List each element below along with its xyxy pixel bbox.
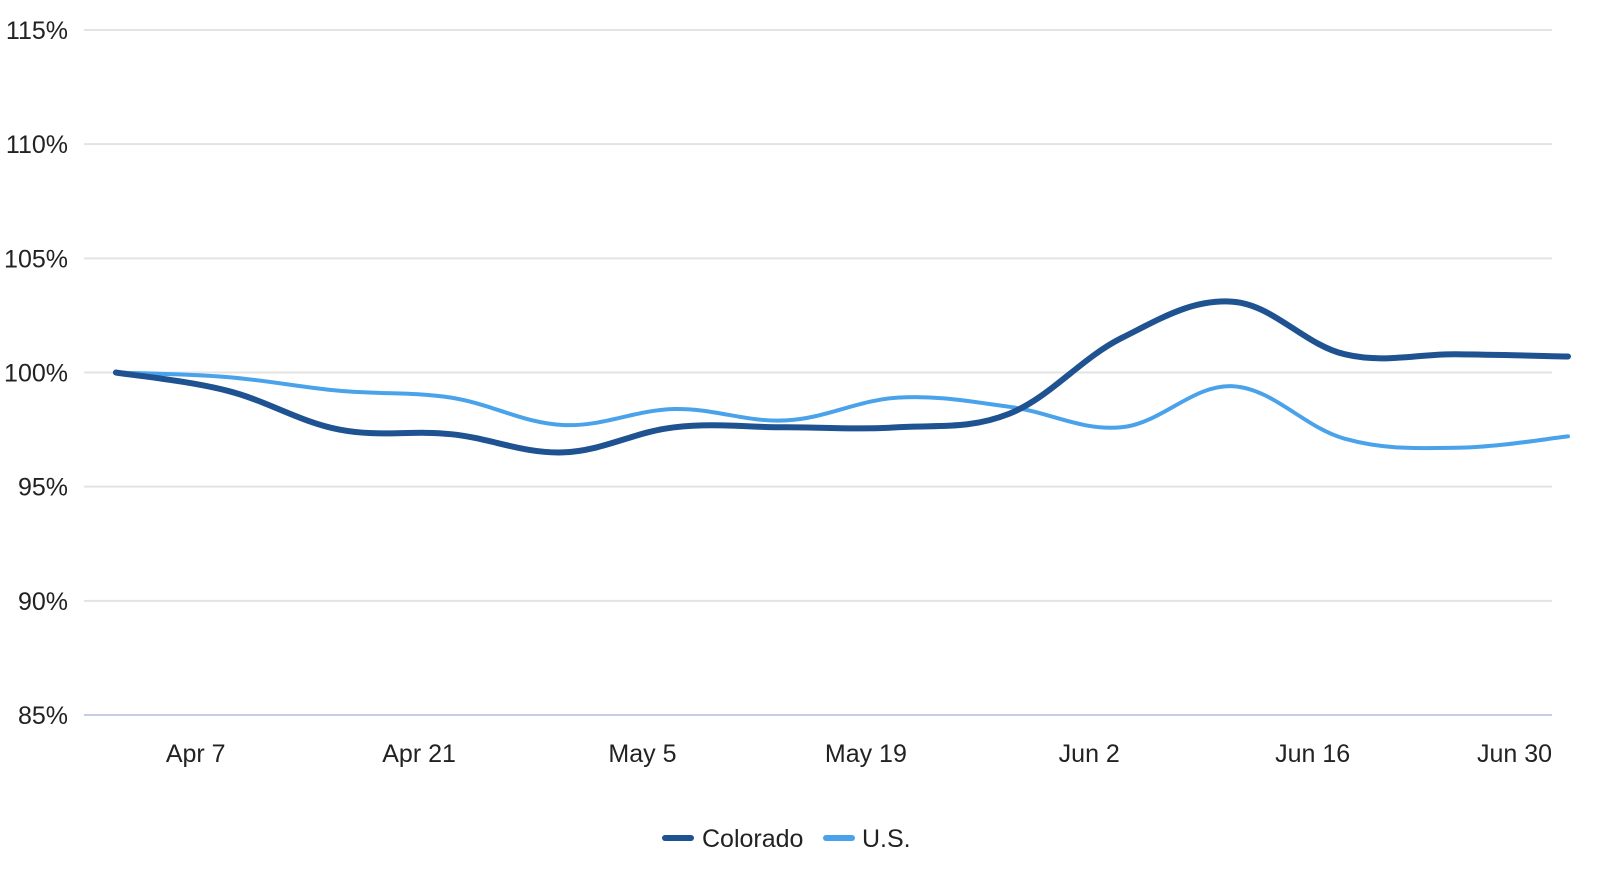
legend: Colorado U.S. (665, 825, 911, 853)
y-tick-label: 105% (4, 245, 68, 273)
y-tick-label: 90% (18, 588, 68, 616)
legend-item-colorado: Colorado (665, 825, 803, 853)
gridlines (84, 30, 1552, 715)
x-tick-label: Jun 2 (1059, 740, 1120, 768)
y-tick-label: 115% (6, 17, 68, 45)
x-tick-label: Apr 7 (166, 740, 226, 768)
legend-label: Colorado (702, 825, 803, 853)
y-tick-label: 85% (18, 702, 68, 730)
series-colorado (116, 301, 1568, 452)
x-tick-label: May 5 (608, 740, 676, 768)
y-tick-label: 95% (18, 474, 68, 502)
x-tick-label: Jun 30 (1477, 740, 1552, 768)
plot-area (116, 301, 1568, 452)
x-tick-label: Jun 16 (1275, 740, 1350, 768)
y-tick-label: 100% (4, 360, 68, 388)
legend-label: U.S. (862, 825, 911, 853)
x-tick-label: May 19 (825, 740, 907, 768)
y-axis: 85% 90% 95% 100% 105% 110% 115% (4, 17, 68, 730)
x-tick-label: Apr 21 (382, 740, 456, 768)
series-line (116, 301, 1568, 452)
legend-item-us: U.S. (826, 825, 911, 853)
series-line (116, 373, 1568, 449)
y-tick-label: 110% (6, 131, 68, 159)
series-us (116, 372, 1568, 448)
x-axis: Apr 7 Apr 21 May 5 May 19 Jun 2 Jun 16 Jun 30 (166, 740, 1552, 768)
